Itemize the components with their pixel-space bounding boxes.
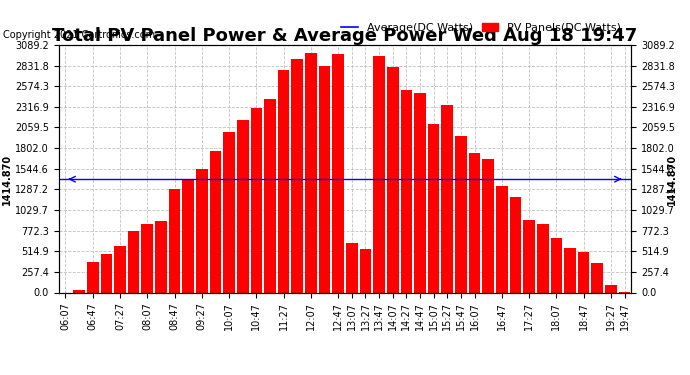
- Bar: [537, 224, 549, 292]
- Bar: [482, 159, 494, 292]
- Legend: Average(DC Watts), PV Panels(DC Watts): Average(DC Watts), PV Panels(DC Watts): [337, 18, 626, 37]
- Bar: [605, 285, 617, 292]
- Bar: [87, 262, 99, 292]
- Bar: [210, 150, 221, 292]
- Bar: [564, 248, 575, 292]
- Bar: [428, 124, 440, 292]
- Bar: [196, 169, 208, 292]
- Bar: [128, 231, 139, 292]
- Bar: [359, 249, 371, 292]
- Bar: [401, 90, 412, 292]
- Bar: [414, 93, 426, 292]
- Bar: [496, 186, 508, 292]
- Title: Total PV Panel Power & Average Power Wed Aug 18 19:47: Total PV Panel Power & Average Power Wed…: [52, 27, 638, 45]
- Bar: [237, 120, 248, 292]
- Bar: [101, 254, 112, 292]
- Bar: [224, 132, 235, 292]
- Bar: [469, 153, 480, 292]
- Bar: [442, 105, 453, 292]
- Text: 1414.870: 1414.870: [2, 154, 12, 205]
- Bar: [510, 196, 521, 292]
- Bar: [155, 220, 167, 292]
- Bar: [182, 179, 194, 292]
- Bar: [250, 108, 262, 292]
- Bar: [373, 56, 385, 292]
- Bar: [264, 99, 276, 292]
- Bar: [551, 238, 562, 292]
- Bar: [591, 262, 603, 292]
- Bar: [73, 290, 85, 292]
- Bar: [578, 252, 589, 292]
- Bar: [333, 54, 344, 292]
- Bar: [291, 59, 303, 292]
- Bar: [141, 224, 153, 292]
- Bar: [387, 66, 399, 292]
- Bar: [169, 189, 180, 292]
- Bar: [319, 66, 331, 292]
- Bar: [278, 70, 289, 292]
- Text: 1414.870: 1414.870: [667, 154, 676, 205]
- Text: Copyright 2021 Cartronics.com: Copyright 2021 Cartronics.com: [3, 30, 155, 40]
- Bar: [523, 220, 535, 292]
- Bar: [455, 136, 466, 292]
- Bar: [115, 246, 126, 292]
- Bar: [346, 243, 357, 292]
- Bar: [305, 54, 317, 292]
